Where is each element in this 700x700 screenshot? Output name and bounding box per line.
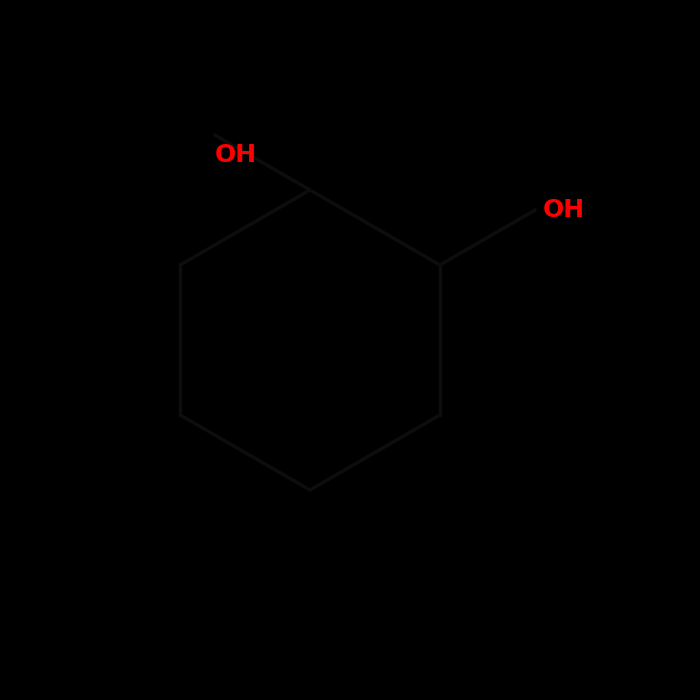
Text: OH: OH <box>543 198 585 222</box>
Text: OH: OH <box>215 143 257 167</box>
